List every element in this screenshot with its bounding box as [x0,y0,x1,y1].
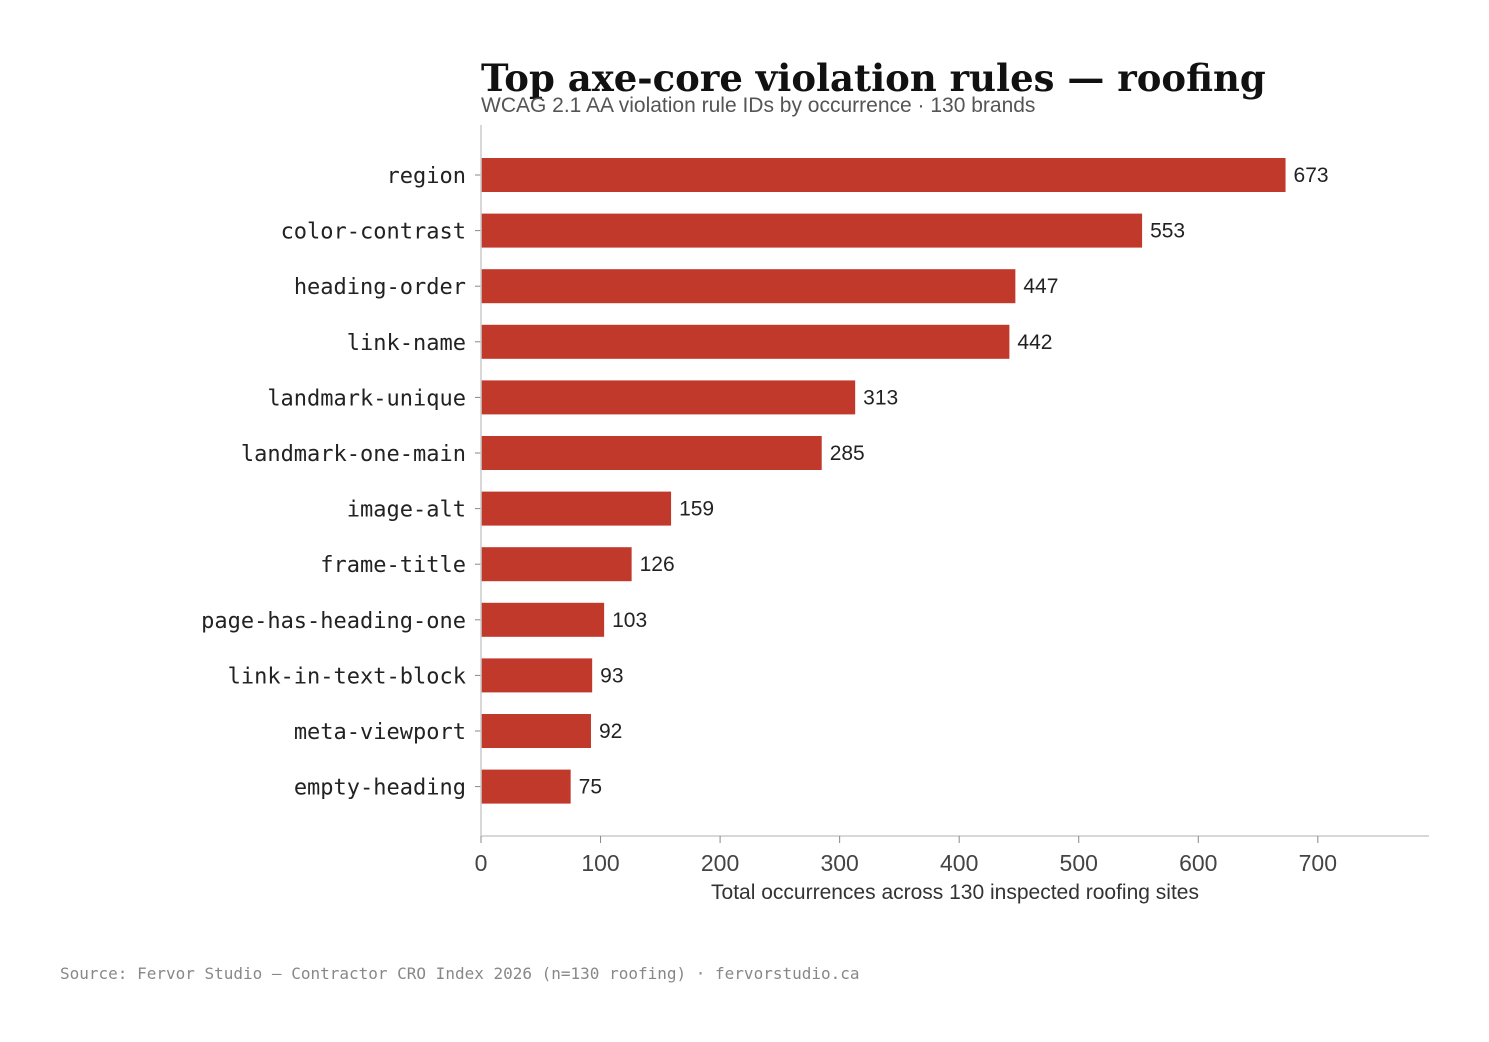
value-label: 673 [1294,164,1329,187]
category-label: landmark-one-main [241,442,466,467]
bars-layer [481,158,1286,804]
chart-title: Top axe-core violation rules — roofing [481,56,1266,100]
x-axis-label: Total occurrences across 130 inspected r… [711,881,1199,904]
bar [481,547,632,582]
bar [481,324,1010,359]
x-tick-label: 400 [940,850,978,876]
value-label: 442 [1017,331,1052,354]
category-labels: region color-contrast heading-order link-na… [201,164,481,801]
x-tick-label: 200 [701,850,739,876]
category-label: link-name [347,331,466,356]
category-label: link-in-text-block [228,664,466,689]
bar [481,436,822,470]
value-label: 93 [600,664,623,687]
value-label: 103 [612,609,647,632]
value-labels: 673 553 447 442 313 285 159 126 103 93 92 75 [579,164,1329,799]
x-tick-label: 100 [581,850,619,876]
category-label: frame-title [320,553,466,578]
value-label: 159 [679,498,714,521]
category-label: landmark-unique [267,386,466,411]
bar [481,380,856,415]
bar [481,213,1143,248]
source-note: Source: Fervor Studio — Contractor CRO I… [60,964,860,983]
bar [481,658,593,693]
chart-subtitle: WCAG 2.1 AA violation rule IDs by occurr… [481,94,1035,117]
x-axis-ticks: 0 100 200 300 400 500 600 700 [475,836,1337,876]
value-label: 126 [640,553,675,576]
bar [481,769,571,804]
bar [481,602,605,637]
value-label: 75 [579,776,602,799]
x-tick-label: 0 [475,850,488,876]
x-tick-label: 700 [1299,850,1337,876]
x-tick-label: 300 [820,850,858,876]
value-label: 285 [830,442,865,465]
bar [481,491,672,526]
category-label: heading-order [294,275,466,300]
category-label: page-has-heading-one [201,609,466,634]
value-label: 92 [599,720,622,743]
category-label: empty-heading [294,776,466,801]
category-label: meta-viewport [294,720,466,745]
category-label: region [387,164,466,189]
bar [481,158,1286,192]
category-label: color-contrast [281,220,466,245]
x-tick-label: 600 [1179,850,1217,876]
bar [481,714,591,748]
category-label: image-alt [347,498,466,523]
value-label: 553 [1150,220,1185,243]
value-label: 447 [1023,275,1058,298]
value-label: 313 [863,386,898,409]
bar [481,269,1016,304]
x-tick-label: 500 [1060,850,1098,876]
